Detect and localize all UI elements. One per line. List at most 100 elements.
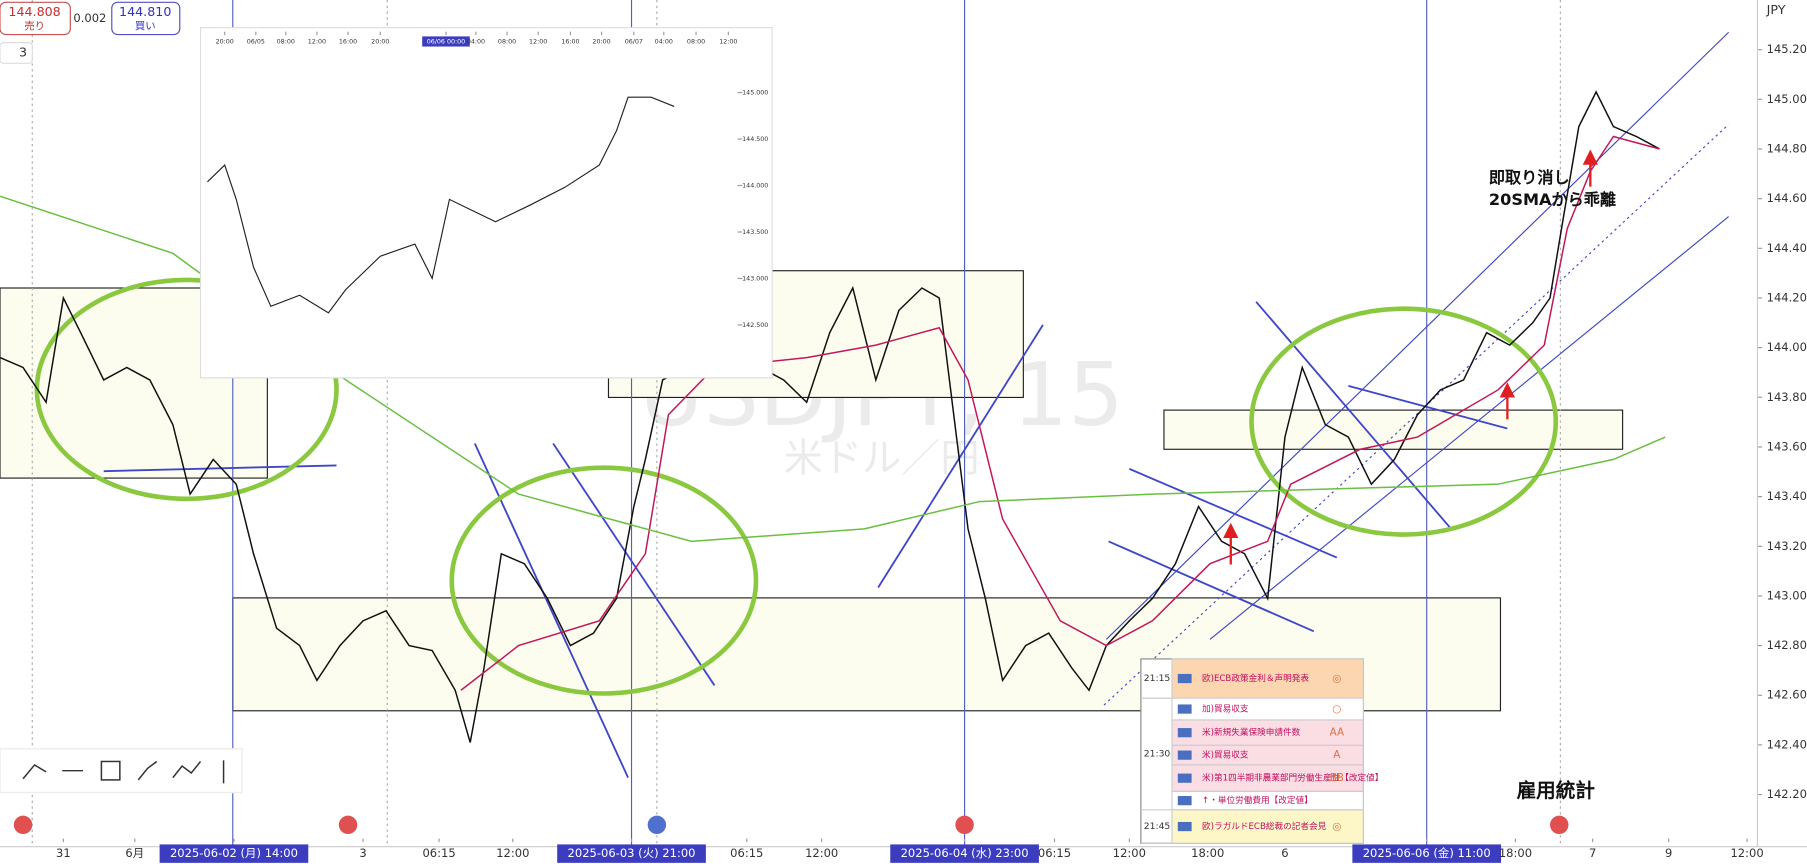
event-row xyxy=(1171,764,1364,792)
x-tick-label: 06/05 xyxy=(247,38,265,45)
sell-label: 売り xyxy=(24,19,45,32)
y-tick-label: 143.600 xyxy=(1767,439,1807,453)
x-tick-label: 06:15 xyxy=(730,846,763,860)
event-flag xyxy=(1177,796,1192,806)
x-tick-label: 12:00 xyxy=(529,38,547,45)
x-tick-label: 7 xyxy=(1589,846,1596,860)
price-line xyxy=(207,96,675,314)
x-tick-label: 06:15 xyxy=(422,846,455,860)
event-row xyxy=(1171,719,1364,746)
y-tick-label: 143.800 xyxy=(1767,390,1807,404)
x-tick-label: 31 xyxy=(56,846,71,860)
event-rank: AA xyxy=(1330,727,1344,739)
event-text: 米)貿易収支 xyxy=(1202,749,1249,761)
watermark-name: 米ドル／円 xyxy=(784,436,980,481)
y-tick-label: 142.400 xyxy=(1767,737,1807,751)
event-flag xyxy=(1177,750,1192,760)
signal-arrows xyxy=(1223,149,1598,565)
x-tick-label: 6月 xyxy=(125,846,144,860)
buy-label: 買い xyxy=(135,20,156,32)
x-tick-label: 12:00 xyxy=(496,846,529,860)
y-tick-label: 142.500 xyxy=(742,322,768,329)
event-text: 欧)ラガルドECB総裁の記者会見 xyxy=(1202,820,1327,832)
event-rank: ◎ xyxy=(1332,821,1341,833)
y-tick-label: 144.500 xyxy=(742,136,768,143)
tool-pen[interactable] xyxy=(22,763,47,780)
tool-poly[interactable] xyxy=(172,761,202,779)
y-tick-label: 142.200 xyxy=(1767,787,1807,801)
event-text: 米)第1四半期非農業部門労働生産性【改定値】 xyxy=(1202,772,1383,784)
tool-rect[interactable] xyxy=(100,760,121,781)
y-tick-label: 144.600 xyxy=(1767,191,1807,205)
y-tick-label: 144.400 xyxy=(1767,241,1807,255)
x-tick-label: 9 xyxy=(1665,846,1672,860)
event-time: 21:30 xyxy=(1144,748,1171,759)
x-tick-label: 06:15 xyxy=(1038,846,1071,860)
x-tick-highlight xyxy=(159,844,309,863)
x-tick-label: 16:00 xyxy=(561,38,579,45)
x-tick-label: 2025-06-02 (月) 14:00 xyxy=(170,846,298,860)
y-tick-label: 144.200 xyxy=(1767,290,1807,304)
y-tick-label: 143.000 xyxy=(742,275,768,282)
buy-price: 144.810 xyxy=(119,4,171,19)
x-tick-label: 08:00 xyxy=(498,38,516,45)
event-rank: ○ xyxy=(1332,703,1341,715)
y-tick-label: 144.800 xyxy=(1767,141,1807,155)
y-tick-label: 145.200 xyxy=(1767,42,1807,56)
y-tick-label: 145.000 xyxy=(1767,92,1807,106)
price-line xyxy=(460,135,1660,691)
event-rank: ◎ xyxy=(1332,673,1341,685)
y-tick-label: 142.600 xyxy=(1767,688,1807,702)
event-time: 21:45 xyxy=(1144,821,1171,832)
annotation: 即取り消し xyxy=(1489,168,1570,187)
sell-price: 144.808 xyxy=(8,4,60,19)
event-row xyxy=(1171,658,1364,699)
x-tick-label: 12:00 xyxy=(1730,846,1763,860)
inset-frame xyxy=(199,27,773,379)
y-tick-label: 144.000 xyxy=(1767,340,1807,354)
x-tick-label: 08:00 xyxy=(277,38,295,45)
sell-button[interactable] xyxy=(0,1,71,36)
x-tick-label: 20:00 xyxy=(371,38,389,45)
y-tick-label: 143.200 xyxy=(1767,539,1807,553)
y-tick-label: 143.500 xyxy=(742,229,768,236)
x-tick-label: 2025-06-03 (火) 21:00 xyxy=(568,846,696,860)
x-tick-label: 04:00 xyxy=(467,38,485,45)
event-row xyxy=(1171,809,1364,844)
event-rank: BB xyxy=(1330,772,1344,784)
y-tick-label: 145.000 xyxy=(742,90,768,97)
x-tick-label: 16:00 xyxy=(339,38,357,45)
x-tick-highlight xyxy=(1352,844,1502,863)
x-tick-highlight xyxy=(422,36,470,47)
x-tick-highlight xyxy=(557,844,706,863)
x-tick-label: 12:00 xyxy=(805,846,838,860)
x-tick-label: 6 xyxy=(1281,846,1288,860)
trend-lines xyxy=(103,31,1730,778)
spread: 0.002 xyxy=(73,11,106,25)
tool-path[interactable] xyxy=(137,760,158,781)
x-tick-highlight xyxy=(890,844,1039,863)
x-tick-label: 06/06 00:00 xyxy=(427,38,466,45)
x-tick-label: 20:00 xyxy=(592,38,610,45)
y-tick-label: 144.000 xyxy=(742,183,768,190)
x-tick-label: 2025-06-04 (水) 23:00 xyxy=(901,846,1029,860)
trade-header: 144.808 売り 0.002 144.810 買い 3 JPY xyxy=(0,1,1786,64)
x-tick-label: 06/07 xyxy=(625,38,643,45)
time-axis: 31 6月 2025-06-02 (月) 14:00 3 06:15 12:00 2025-… xyxy=(56,838,1764,863)
annotation: 雇用統計 xyxy=(1517,779,1596,802)
x-tick-label: 12:00 xyxy=(1113,846,1146,860)
y-tick-label: 143.000 xyxy=(1767,588,1807,602)
event-text: 加)貿易収支 xyxy=(1202,703,1249,715)
x-tick-label: 12:00 xyxy=(719,38,737,45)
event-flag xyxy=(1177,704,1192,714)
buy-button[interactable] xyxy=(111,1,181,36)
inset-chart: 145.000 144.500 144.000 143.500 143.000 142.5… xyxy=(199,27,773,379)
event-table: 欧)ECB政策金利＆声明発表 ◎ 21:15 加)貿易収支 ○ 米)新規失業保険申請件数 A… xyxy=(1140,658,1383,844)
currency[interactable]: JPY xyxy=(1766,2,1786,17)
collapse-button[interactable] xyxy=(0,42,33,64)
event-flags xyxy=(13,815,1569,835)
x-tick-label: 12:00 xyxy=(308,38,326,45)
x-tick-label: 3 xyxy=(359,846,366,860)
x-tick-label: 20:00 xyxy=(216,38,234,45)
